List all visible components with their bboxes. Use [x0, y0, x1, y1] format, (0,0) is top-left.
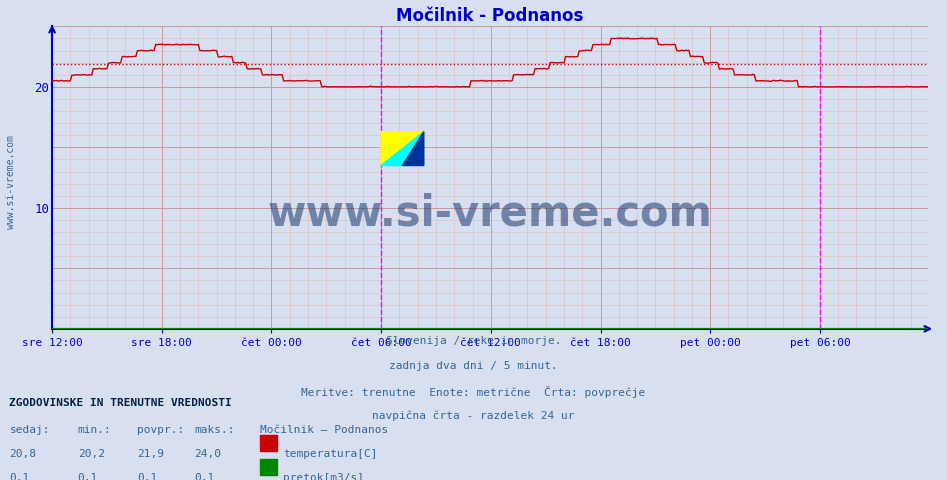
Text: www.si-vreme.com: www.si-vreme.com	[268, 193, 712, 235]
Text: temperatura[C]: temperatura[C]	[283, 449, 378, 459]
Text: 0,1: 0,1	[9, 473, 29, 480]
Polygon shape	[402, 132, 424, 166]
Text: maks.:: maks.:	[194, 425, 235, 435]
Text: www.si-vreme.com: www.si-vreme.com	[7, 135, 16, 229]
Text: 21,9: 21,9	[137, 449, 165, 459]
Text: navpična črta - razdelek 24 ur: navpična črta - razdelek 24 ur	[372, 411, 575, 421]
Text: Slovenija / reke in morje.: Slovenija / reke in morje.	[385, 336, 562, 346]
Text: 0,1: 0,1	[137, 473, 157, 480]
Text: zadnja dva dni / 5 minut.: zadnja dva dni / 5 minut.	[389, 361, 558, 371]
Text: 0,1: 0,1	[194, 473, 214, 480]
Text: Meritve: trenutne  Enote: metrične  Črta: povprečje: Meritve: trenutne Enote: metrične Črta: …	[301, 386, 646, 398]
Text: povpr.:: povpr.:	[137, 425, 185, 435]
Text: 0,1: 0,1	[78, 473, 98, 480]
Text: Močilnik – Podnanos: Močilnik – Podnanos	[260, 425, 388, 435]
Text: sedaj:: sedaj:	[9, 425, 50, 435]
Text: pretok[m3/s]: pretok[m3/s]	[283, 473, 365, 480]
Title: Močilnik - Podnanos: Močilnik - Podnanos	[397, 7, 583, 25]
Polygon shape	[381, 132, 424, 166]
Text: min.:: min.:	[78, 425, 112, 435]
Text: 24,0: 24,0	[194, 449, 222, 459]
Text: ZGODOVINSKE IN TRENUTNE VREDNOSTI: ZGODOVINSKE IN TRENUTNE VREDNOSTI	[9, 398, 232, 408]
Text: 20,8: 20,8	[9, 449, 37, 459]
Polygon shape	[381, 132, 424, 166]
Text: 20,2: 20,2	[78, 449, 105, 459]
